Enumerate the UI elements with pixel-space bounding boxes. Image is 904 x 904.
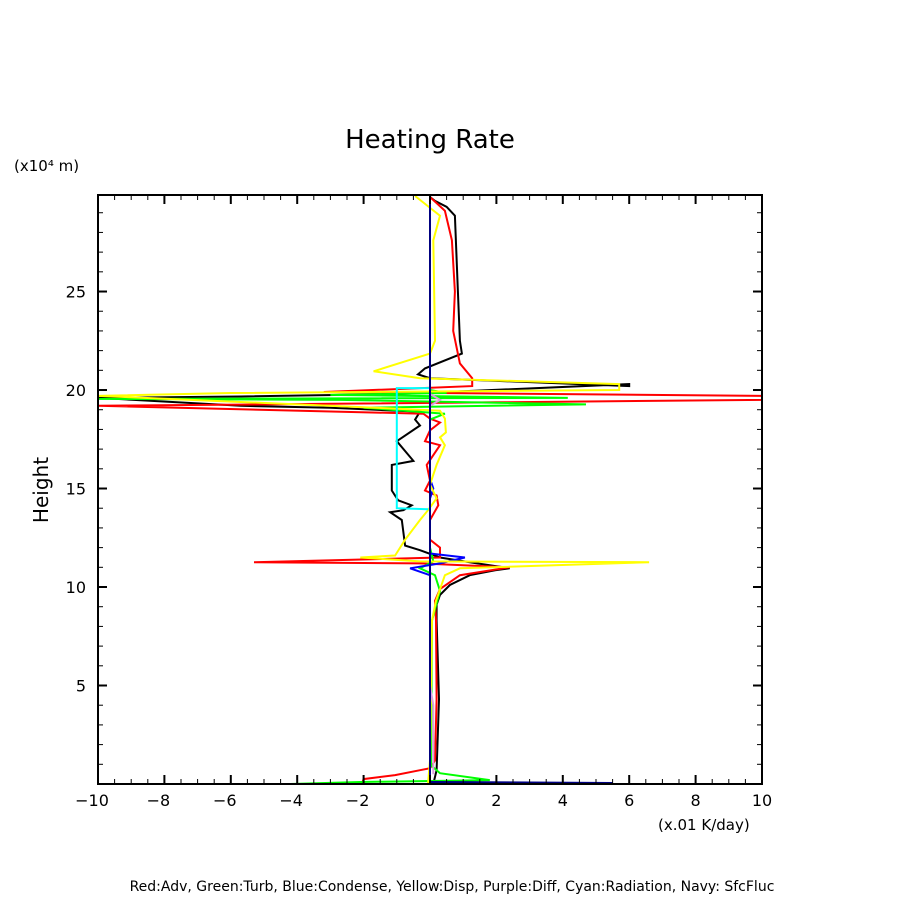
series-line-disp	[98, 195, 650, 784]
x-tick-label: 8	[691, 791, 701, 810]
series-line-total	[98, 196, 631, 784]
y-axis-label: Height	[29, 457, 53, 523]
y-tick-label: 5	[76, 677, 86, 696]
x-tick-label: 10	[752, 791, 772, 810]
x-tick-label: −6	[213, 791, 237, 810]
x-tick-label: 0	[425, 791, 435, 810]
series-line-adv	[98, 196, 762, 784]
chart-title: Heating Rate	[345, 125, 515, 155]
x-tick-label: −8	[147, 791, 171, 810]
x-tick-label: −10	[75, 791, 109, 810]
x-tick-label: −2	[346, 791, 370, 810]
y-tick-label: 20	[66, 381, 86, 400]
series-line-sfcfluc	[429, 195, 613, 784]
x-tick-label: 2	[491, 791, 501, 810]
series-layer	[98, 195, 762, 784]
legend-text: Red:Adv, Green:Turb, Blue:Condense, Yell…	[130, 879, 775, 895]
y-tick-label: 10	[66, 578, 86, 597]
series-line-condense	[409, 449, 466, 779]
y-tick-label: 15	[66, 480, 86, 499]
axes-layer: −10 −8 −6 −4 −2 0 2 4 6 8 10 5 10 15 20 25	[66, 194, 772, 810]
y-unit-label: (x10⁴ m)	[14, 157, 79, 175]
x-tick-label: −4	[279, 791, 303, 810]
x-tick-label: 4	[558, 791, 568, 810]
x-axis-unit-label: (x.01 K/day)	[658, 816, 750, 834]
series-line-turb	[98, 389, 587, 784]
x-tick-label: 6	[624, 791, 634, 810]
series-line-radiation	[395, 387, 430, 511]
y-tick-label: 25	[66, 283, 86, 302]
